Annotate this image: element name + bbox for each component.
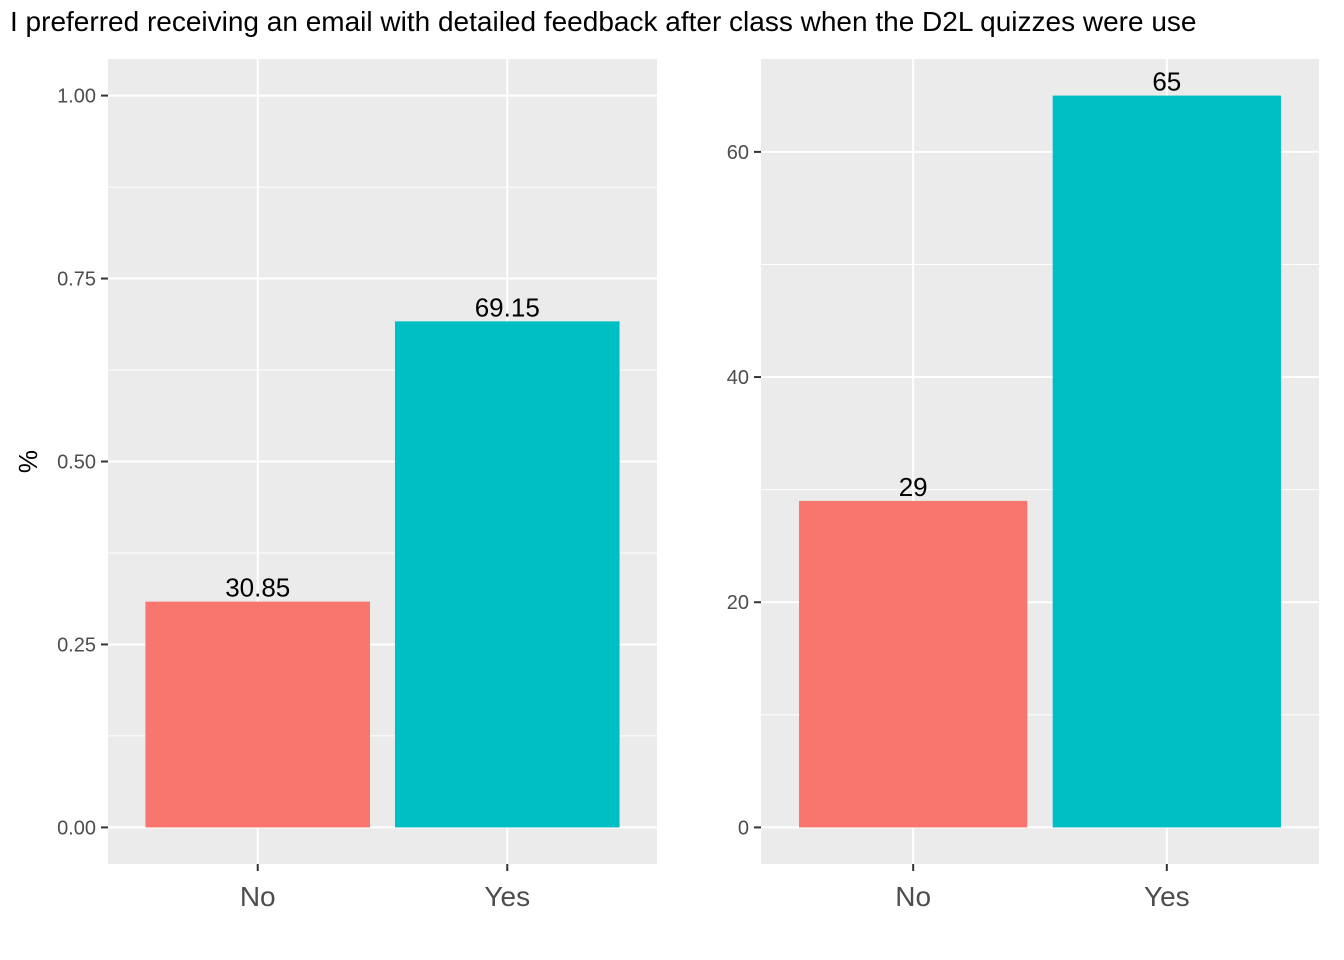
x-category-label: Yes	[484, 881, 530, 912]
x-category-label: No	[240, 881, 276, 912]
x-category-label: No	[895, 881, 931, 912]
data-label: 69.15	[475, 292, 540, 322]
bar-yes	[1052, 95, 1281, 828]
data-label: 65	[1152, 67, 1181, 97]
bar-no	[145, 601, 371, 828]
y-tick-label: 0.00	[57, 817, 96, 839]
chart-title: I preferred receiving an email with deta…	[10, 6, 1197, 37]
y-tick-label: 0.25	[57, 634, 96, 656]
bar-yes	[394, 321, 620, 828]
data-label: 30.85	[225, 573, 290, 603]
y-tick-label: 60	[727, 142, 749, 164]
y-axis-title: %	[13, 450, 43, 473]
bar-no	[799, 500, 1028, 828]
x-category-label: Yes	[1144, 881, 1190, 912]
y-tick-label: 20	[727, 592, 749, 614]
y-tick-label: 0.50	[57, 452, 96, 474]
y-tick-label: 0	[738, 817, 749, 839]
y-tick-label: 40	[727, 367, 749, 389]
data-label: 29	[899, 472, 928, 502]
y-tick-label: 1.00	[57, 86, 96, 108]
y-tick-label: 0.75	[57, 269, 96, 291]
